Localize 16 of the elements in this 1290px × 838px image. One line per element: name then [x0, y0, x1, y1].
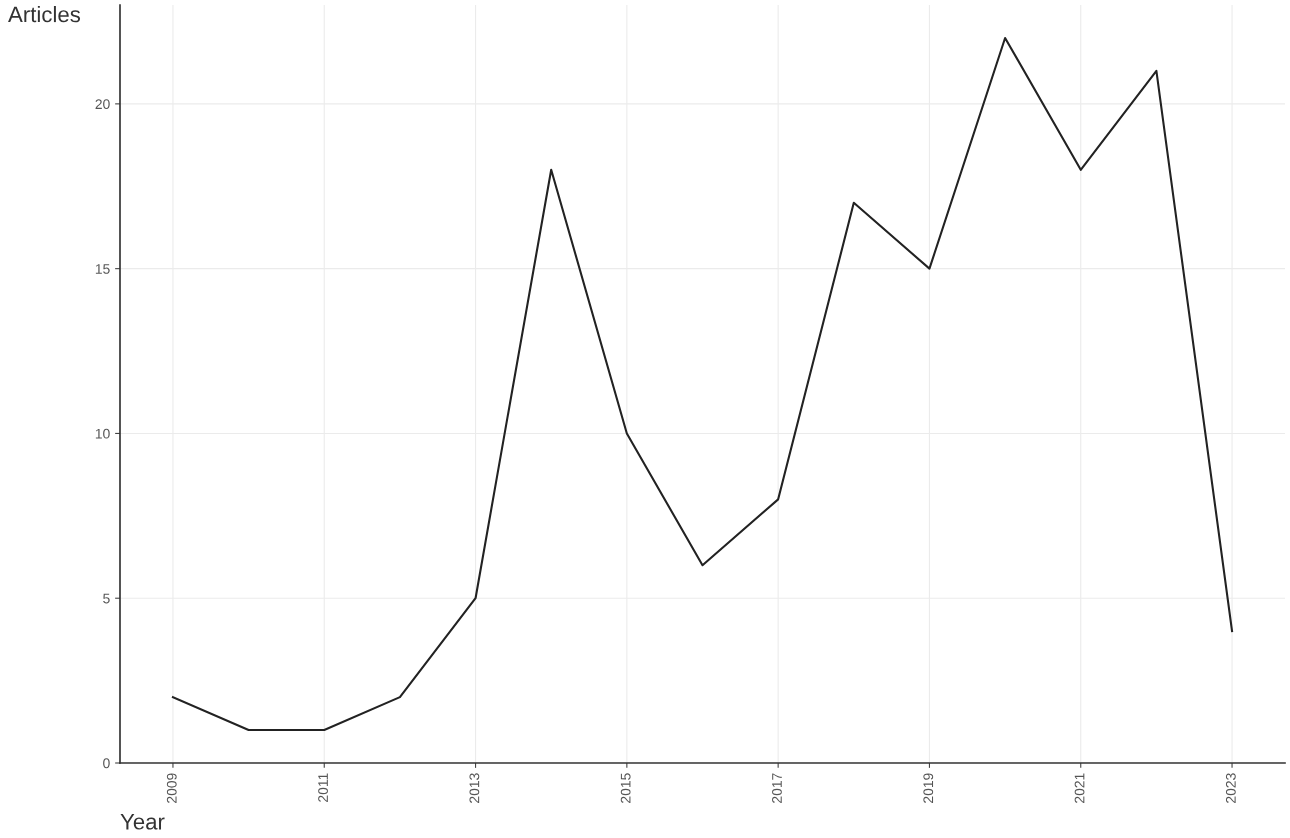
- y-tick-label: 5: [103, 593, 110, 604]
- y-tick-label: 0: [103, 758, 110, 769]
- y-tick-label: 10: [95, 428, 110, 439]
- x-axis-title: Year: [120, 814, 165, 830]
- x-tick-label: 2015: [620, 773, 631, 803]
- x-tick-label: 2019: [923, 773, 934, 803]
- x-tick-label: 2017: [772, 773, 782, 803]
- y-tick-label: 15: [95, 264, 110, 274]
- x-tick-label: 2013: [469, 773, 480, 803]
- x-tick-label: 2021: [1074, 773, 1085, 803]
- x-tick-label: 2011: [318, 773, 328, 802]
- y-tick-label: 20: [95, 99, 110, 110]
- y-axis-title: Articles: [8, 6, 81, 23]
- x-tick-label: 2023: [1225, 773, 1236, 803]
- x-tick-label: 2009: [166, 773, 177, 803]
- line-series: [171, 36, 1234, 732]
